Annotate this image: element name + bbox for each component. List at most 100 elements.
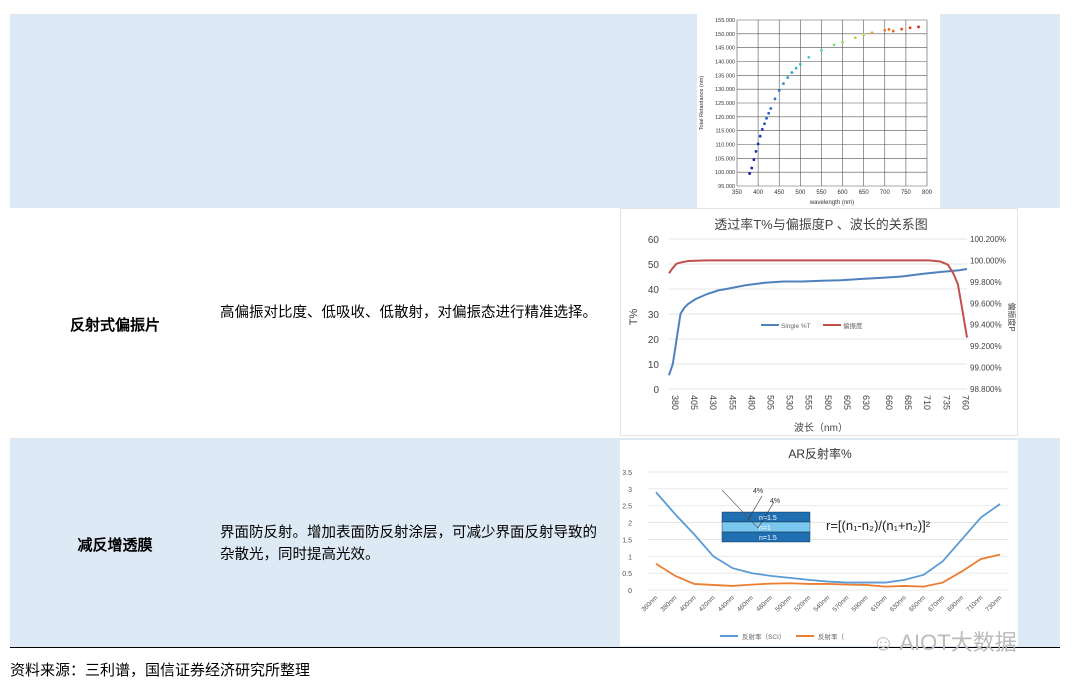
reflect-label: 4%	[753, 488, 763, 495]
x-tick-label: 670nm	[927, 594, 946, 613]
data-point	[754, 150, 758, 153]
x-tick-label: 480	[746, 395, 756, 410]
y-tick-label: 1	[628, 554, 632, 561]
x-tick-label: 520nm	[793, 594, 812, 613]
x-tick-label: 590nm	[851, 594, 870, 613]
data-point	[870, 31, 874, 35]
y-tick-label: 140.000	[715, 60, 735, 66]
data-point	[773, 97, 777, 101]
y-tick-label: 145.000	[715, 46, 735, 52]
reflect-label: 4%	[770, 498, 780, 505]
y2-tick-label: 99.800%	[970, 278, 1002, 287]
x-tick-label: 650	[859, 190, 870, 196]
y-tick-label: 120.000	[715, 115, 735, 121]
series-line	[655, 553, 1001, 588]
legend-label: 反射率（	[818, 632, 845, 641]
data-point	[917, 25, 920, 29]
row-label: 减反增透膜	[77, 536, 153, 554]
y-tick-label: 100.000	[715, 170, 735, 176]
y2-tick-label: 99.600%	[970, 299, 1002, 308]
y-tick-label: 2.5	[622, 504, 632, 511]
y-tick-label: 10	[648, 360, 660, 371]
x-tick-label: 605	[842, 395, 852, 410]
row-description: 高偏振对比度、低吸收、低散射，对偏振态进行精准选择。	[220, 305, 597, 321]
y-tick-label: 115.000	[716, 129, 735, 135]
y2-tick-label: 99.400%	[970, 321, 1002, 330]
x-tick-label: 360nm	[640, 594, 659, 613]
x-tick-label: 550	[816, 190, 827, 196]
x-tick-label: 500nm	[774, 594, 793, 613]
y-tick-label: 0.5	[622, 571, 632, 578]
data-point	[748, 172, 752, 175]
y-tick-label: 0	[653, 385, 659, 396]
x-tick-label: 460nm	[736, 594, 755, 613]
data-point	[752, 158, 756, 162]
y-tick-label: 30	[648, 310, 660, 321]
layer-label: n=1.5	[759, 535, 777, 542]
data-point	[786, 76, 790, 79]
x-tick-label: 380nm	[660, 594, 679, 613]
y-tick-label: 3.5	[622, 470, 632, 477]
data-point	[832, 43, 836, 47]
x-tick-label: 380	[670, 395, 680, 410]
x-axis-label: 波长（nm）	[794, 421, 848, 434]
reflected-ray	[747, 495, 763, 521]
data-point	[758, 134, 762, 138]
x-tick-label: 710nm	[965, 594, 984, 613]
film-layer	[721, 531, 811, 543]
data-point	[883, 28, 887, 32]
data-point	[900, 27, 904, 31]
y-tick-label: 130.000	[715, 87, 735, 93]
y-axis-label: Total Retardance (nm)	[699, 76, 705, 131]
legend-label: Single %T	[781, 323, 811, 330]
data-point	[794, 66, 798, 70]
x-tick-label: 450	[774, 190, 785, 196]
data-point	[820, 49, 823, 52]
x-tick-label: 400nm	[679, 594, 698, 613]
x-tick-label: 700	[880, 190, 891, 196]
data-point	[807, 55, 811, 59]
row-label: 反射式偏振片	[69, 316, 160, 334]
layer-label: n=1	[759, 525, 771, 532]
data-point	[841, 40, 844, 44]
x-tick-label: 600	[838, 190, 849, 196]
series-line	[668, 268, 968, 376]
y2-tick-label: 98.800%	[970, 385, 1002, 394]
y-tick-label: 50	[648, 260, 660, 271]
data-point	[891, 29, 895, 33]
transmittance-chart: 透过率T%与偏振度P 、波长的关系图 0 10 20 30 40 50 60 98.800% 99…	[620, 208, 1018, 436]
y-tick-label: 125.000	[715, 101, 735, 107]
retardance-chart: 350 400 450 500 550 600 650 700 750 800 95.000 100.…	[697, 14, 940, 208]
data-point	[750, 166, 754, 170]
y-tick-label: 1.5	[622, 537, 632, 544]
x-tick-label: 630nm	[889, 594, 908, 613]
source-note: 资料来源：三利谱，国信证券经济研究所整理	[10, 661, 311, 679]
x-tick-label: 760	[960, 395, 970, 410]
watermark-text: AIOT大数据	[899, 630, 1017, 655]
x-tick-label: 710	[922, 395, 932, 410]
reflected-ray	[757, 501, 775, 529]
data-point	[767, 111, 771, 115]
y2-tick-label: 99.000%	[970, 364, 1002, 373]
watermark: ☺ AIOT大数据	[872, 630, 1017, 655]
data-point	[763, 122, 766, 126]
data-point	[756, 142, 760, 146]
x-tick-label: 735	[941, 395, 951, 410]
table-row-2: 反射式偏振片 高偏振对比度、低吸收、低散射，对偏振态进行精准选择。 透过率T%与…	[10, 208, 1060, 438]
x-tick-label: 570nm	[832, 594, 851, 613]
y-tick-label: 150.000	[715, 32, 735, 38]
x-tick-label: 630	[861, 395, 871, 410]
y2-tick-label: 99.200%	[970, 342, 1002, 351]
data-point	[765, 116, 768, 120]
y-tick-label: 110.000	[716, 143, 735, 149]
y-tick-label: 0	[628, 588, 632, 595]
data-point	[790, 71, 794, 74]
x-tick-label: 650nm	[908, 594, 927, 613]
data-point	[777, 89, 781, 92]
data-point	[862, 33, 866, 37]
x-tick-label: 350	[732, 190, 743, 196]
formula: r=[(n₁-n₂)/(n₁+n₂)]²	[826, 518, 931, 533]
y-tick-label: 60	[648, 235, 660, 246]
x-tick-label: 455	[727, 395, 737, 410]
data-point	[782, 82, 785, 86]
